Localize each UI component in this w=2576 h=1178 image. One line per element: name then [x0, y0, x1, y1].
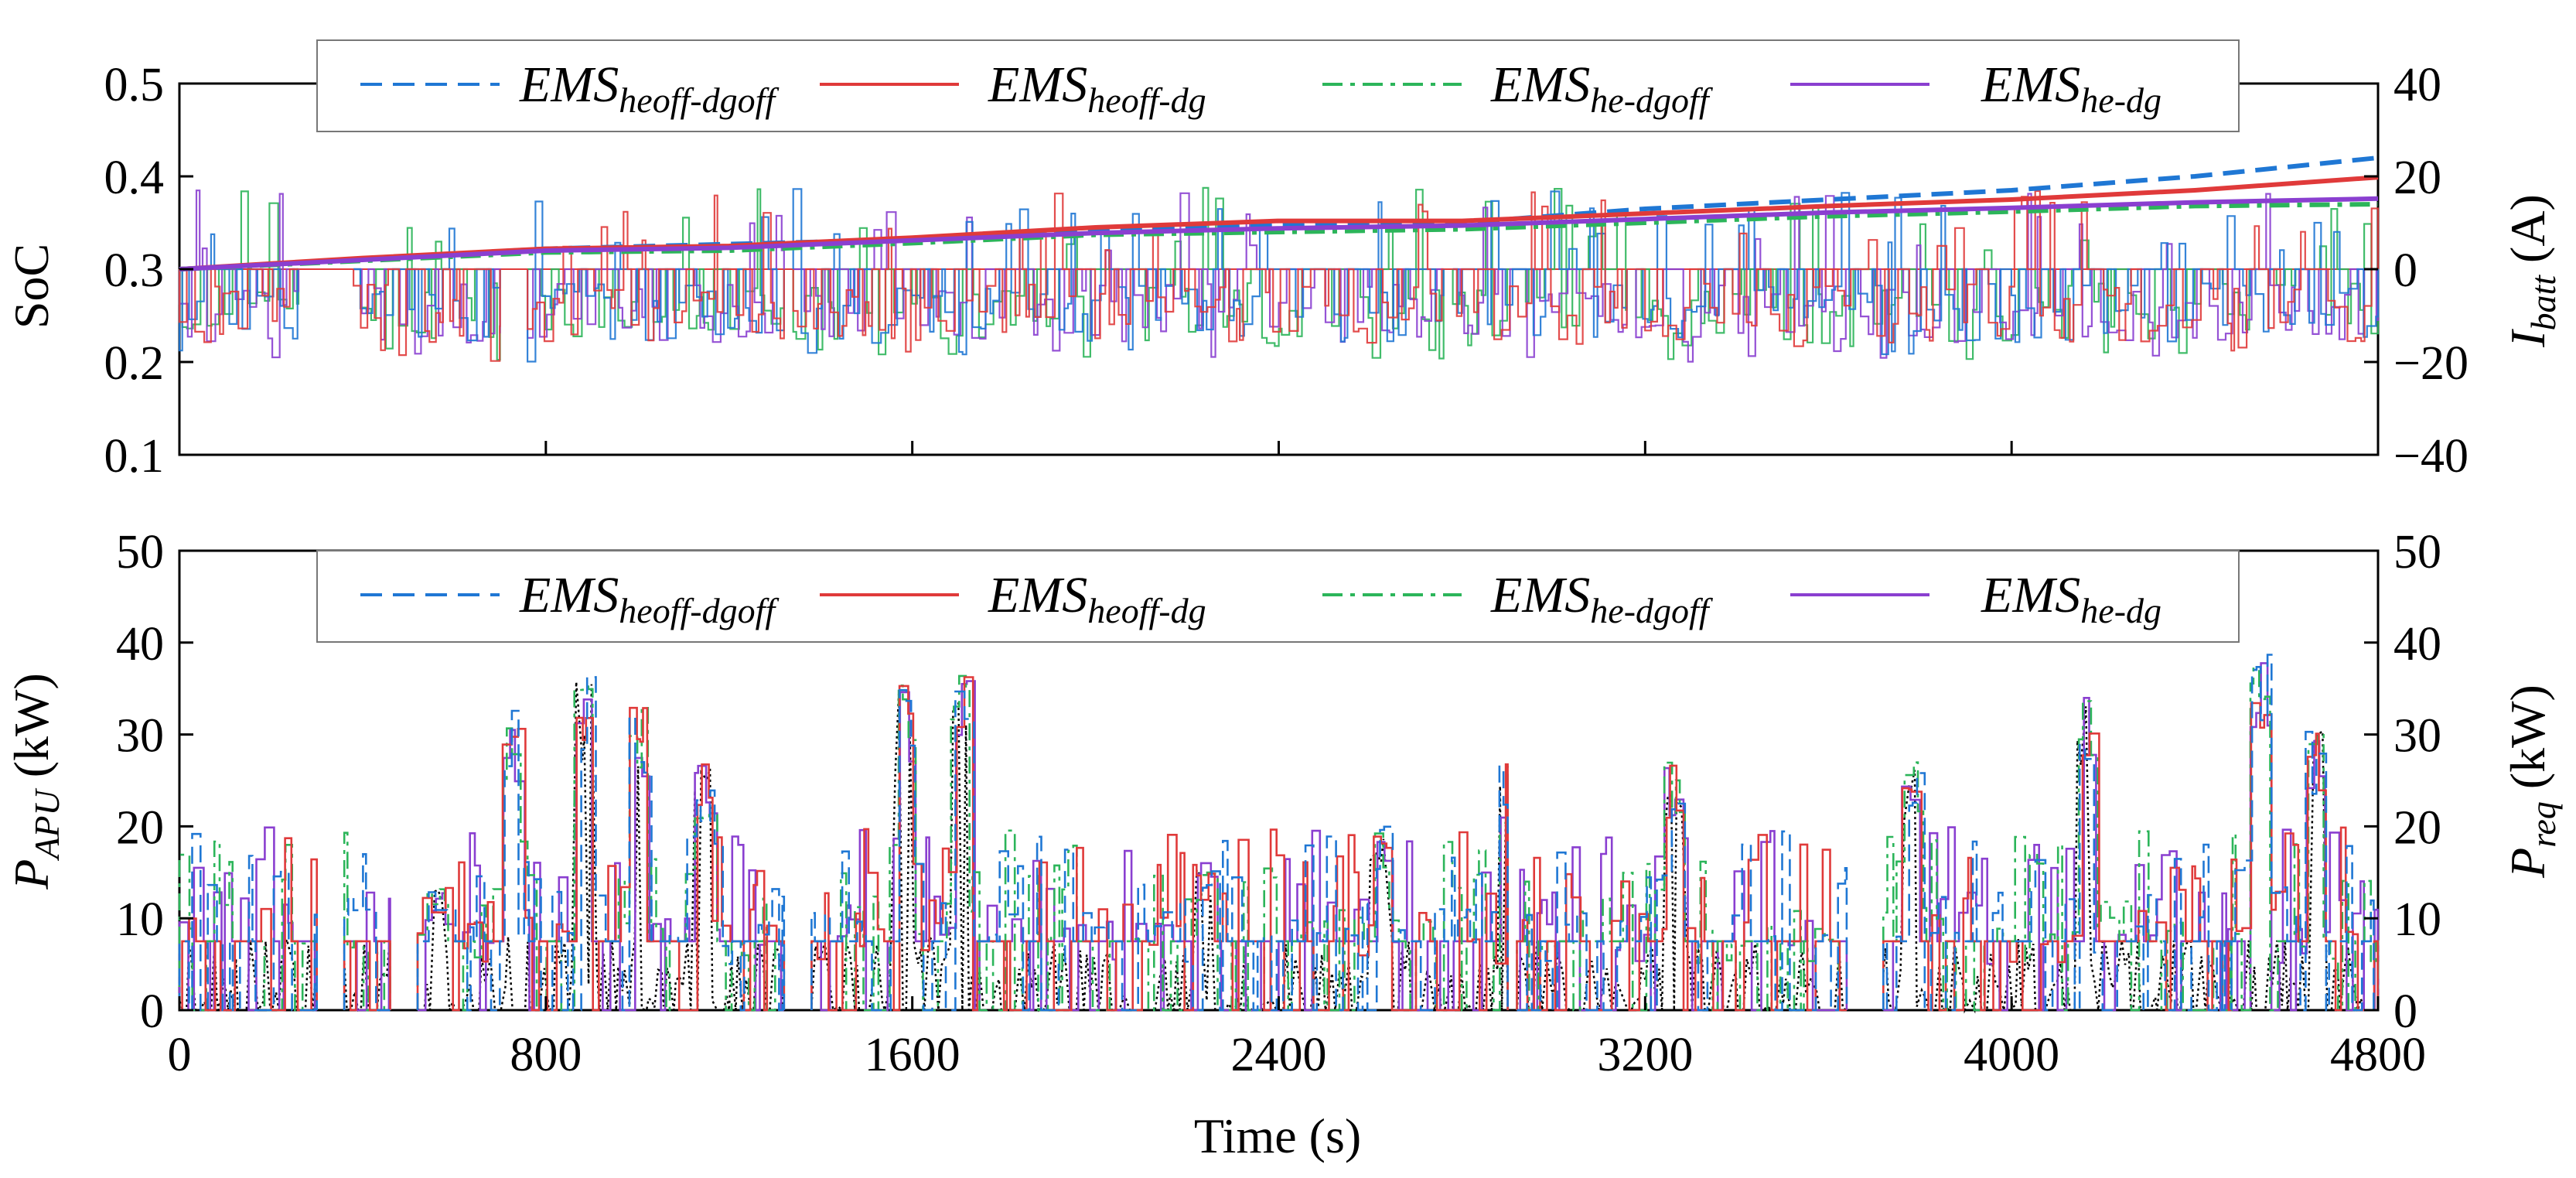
soc-current-panel: 0.1 0.2 0.3 0.4 0.5 −40 −20 0 20 40 SoC Ibatt (A…: [4, 39, 2563, 483]
time-axis-title: Time (s): [1194, 1108, 1361, 1163]
legend-label: EMSheoff-dgoff: [519, 567, 780, 630]
legend-label-sub: heoff-dg: [1087, 80, 1206, 120]
soc-line: [179, 196, 2379, 271]
legend-label-sub: heoff-dgoff: [619, 591, 780, 630]
soc-lines: [179, 155, 2379, 271]
papu-tick-label: 30: [116, 710, 164, 763]
legend-label: EMShe-dg: [1981, 567, 2161, 630]
papu-ticks: 0 10 20 30 40 50: [116, 526, 193, 1038]
legend-label: EMShe-dgoff: [1490, 567, 1714, 630]
legend-label: EMSheoff-dg: [988, 567, 1206, 630]
legend-label-sub: heoff-dg: [1087, 591, 1206, 630]
bottom-legend: EMSheoff-dgoff EMSheoff-dg EMShe-dgoff EMSh…: [316, 550, 2240, 643]
papu-tick-label: 40: [116, 618, 164, 671]
preq-tick-label: 30: [2393, 710, 2441, 763]
legend-label: EMSheoff-dg: [988, 56, 1206, 120]
legend-label-main: EMS: [519, 56, 619, 113]
current-tick-label: 0: [2393, 244, 2417, 297]
legend-label-main: EMS: [988, 567, 1087, 623]
time-tick-label: 1600: [865, 1029, 960, 1081]
soc-tick-label: 0.5: [104, 59, 165, 111]
legend-label-main: EMS: [519, 567, 619, 623]
time-tick-label: 4800: [2330, 1029, 2426, 1081]
bottom-traces: [178, 654, 2380, 1014]
preq-tick-label: 40: [2393, 618, 2441, 671]
preq-tick-label: 20: [2393, 801, 2441, 854]
top-x-ticks: [178, 441, 2380, 455]
legend-label-main: EMS: [1981, 567, 2080, 623]
papu-tick-label: 10: [116, 893, 164, 946]
soc-tick-label: 0.1: [104, 430, 165, 483]
power-panel: 0 10 20 30 40 50 0 10 20 30 40 50 0 800 1600 2400 3200…: [4, 526, 2563, 1163]
preq-tick-label: 50: [2393, 526, 2441, 579]
legend-label-sub: heoff-dgoff: [619, 80, 780, 120]
soc-ticks: 0.1 0.2 0.3 0.4 0.5: [104, 59, 193, 483]
preq-axis-title: Preq (kW): [2500, 685, 2563, 879]
legend-label-sub: he-dg: [2080, 591, 2161, 630]
papu-trace: [178, 662, 2380, 1012]
current-tick-label: −20: [2393, 337, 2469, 390]
papu-tick-label: 20: [116, 801, 164, 854]
preq-tick-label: 10: [2393, 893, 2441, 946]
legend-label: EMShe-dgoff: [1490, 56, 1714, 120]
current-tick-label: 20: [2393, 152, 2441, 204]
papu-tick-label: 0: [140, 985, 164, 1038]
time-tick-label: 800: [510, 1029, 582, 1081]
soc-tick-label: 0.3: [104, 244, 165, 297]
time-tick-label: 4000: [1964, 1029, 2059, 1081]
top-traces: [178, 186, 2380, 363]
soc-tick-label: 0.2: [104, 337, 165, 390]
legend-label: EMShe-dg: [1981, 56, 2161, 120]
preq-ticks: 0 10 20 30 40 50: [2364, 526, 2441, 1038]
current-tick-label: 40: [2393, 59, 2441, 111]
legend-label-sub: he-dgoff: [1590, 591, 1714, 630]
current-trace: [178, 190, 2380, 362]
time-tick-label: 2400: [1231, 1029, 1327, 1081]
soc-axis-title: SoC: [4, 244, 59, 329]
legend-label-main: EMS: [1981, 56, 2080, 113]
legend-label-main: EMS: [988, 56, 1087, 113]
papu-tick-label: 50: [116, 526, 164, 579]
papu-axis-title: PAPU (kW): [4, 673, 67, 890]
soc-tick-label: 0.4: [104, 152, 165, 204]
time-tick-label: 3200: [1597, 1029, 1693, 1081]
papu-trace: [178, 654, 2378, 1012]
current-axis-title: Ibatt (A): [2500, 194, 2563, 348]
soc-line: [179, 202, 2379, 271]
legend-label-main: EMS: [1490, 56, 1590, 113]
top-legend: EMSheoff-dgoff EMSheoff-dg EMShe-dgoff EMSh…: [316, 39, 2240, 132]
current-tick-label: −40: [2393, 430, 2469, 483]
current-ticks: −40 −20 0 20 40: [2364, 59, 2469, 483]
time-tick-label: 0: [168, 1029, 192, 1081]
time-ticks: 0 800 1600 2400 3200 4000 4800: [168, 996, 2426, 1081]
legend-label-sub: he-dg: [2080, 80, 2161, 120]
preq-tick-label: 0: [2393, 985, 2417, 1038]
current-trace: [179, 186, 2380, 361]
legend-label-main: EMS: [1490, 567, 1590, 623]
legend-label: EMSheoff-dgoff: [519, 56, 780, 120]
legend-label-sub: he-dgoff: [1590, 80, 1714, 120]
